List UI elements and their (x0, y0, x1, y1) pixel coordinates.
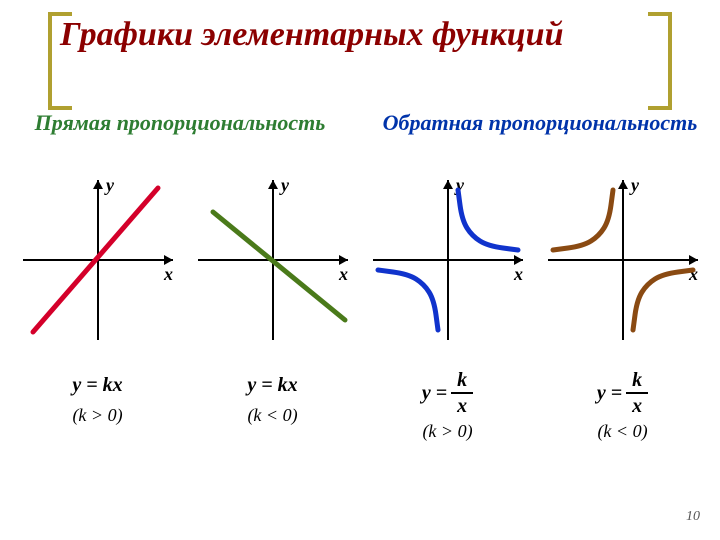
plot-3: x y y = kx (k < 0) (538, 175, 708, 446)
y-axis-label: y (104, 175, 115, 195)
plot-svg-3: x y (543, 175, 703, 345)
plot-0: x y y = kx (k > 0) (13, 175, 183, 446)
subtitle-direct: Прямая пропорциональность (0, 110, 360, 136)
plot-svg-0: x y (18, 175, 178, 345)
plot-2: x y y = kx (k > 0) (363, 175, 533, 446)
formula-3: y = kx (k < 0) (597, 370, 648, 446)
x-axis-label: x (338, 264, 348, 284)
formula-1: y = kx (k < 0) (247, 370, 297, 430)
plot-1: x y y = kx (k < 0) (188, 175, 358, 446)
y-axis-label: y (279, 175, 290, 195)
page-number: 10 (686, 509, 700, 525)
formula-2: y = kx (k > 0) (422, 370, 473, 446)
page-title: Графики элементарных функций (60, 15, 660, 54)
subtitle-inverse: Обратная пропорциональность (360, 110, 720, 136)
formula-0: y = kx (k > 0) (72, 370, 122, 430)
x-axis-label: x (513, 264, 523, 284)
y-axis-label: y (629, 175, 640, 195)
x-axis-label: x (163, 264, 173, 284)
plot-svg-2: x y (368, 175, 528, 345)
plots-row: x y y = kx (k > 0) x y y = kx (k < 0) x … (10, 175, 710, 446)
plot-svg-1: x y (193, 175, 353, 345)
x-axis-label: x (688, 264, 698, 284)
